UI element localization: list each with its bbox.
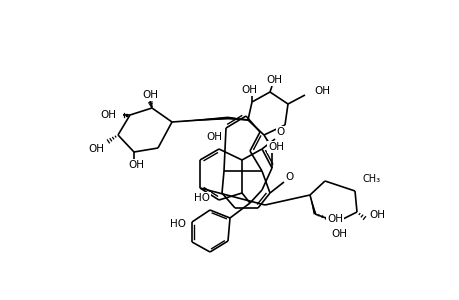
Text: OH: OH [142,90,157,100]
Polygon shape [263,135,273,149]
Text: OH: OH [241,85,257,95]
Text: OH: OH [330,229,346,239]
Polygon shape [309,195,316,214]
Text: OH: OH [128,160,144,170]
Text: OH: OH [268,142,283,152]
Text: OH: OH [313,86,329,96]
Text: OH: OH [206,132,222,142]
Polygon shape [227,116,247,120]
Text: O: O [285,172,293,182]
Text: O: O [276,127,285,137]
Text: OH: OH [88,144,104,154]
Text: HO: HO [194,193,210,203]
Text: OH: OH [326,214,342,224]
Text: CH₃: CH₃ [362,174,381,184]
Text: OH: OH [100,110,116,120]
Text: OH: OH [368,210,384,220]
Text: OH: OH [265,75,281,85]
Polygon shape [172,116,228,122]
Text: HO: HO [170,219,185,229]
